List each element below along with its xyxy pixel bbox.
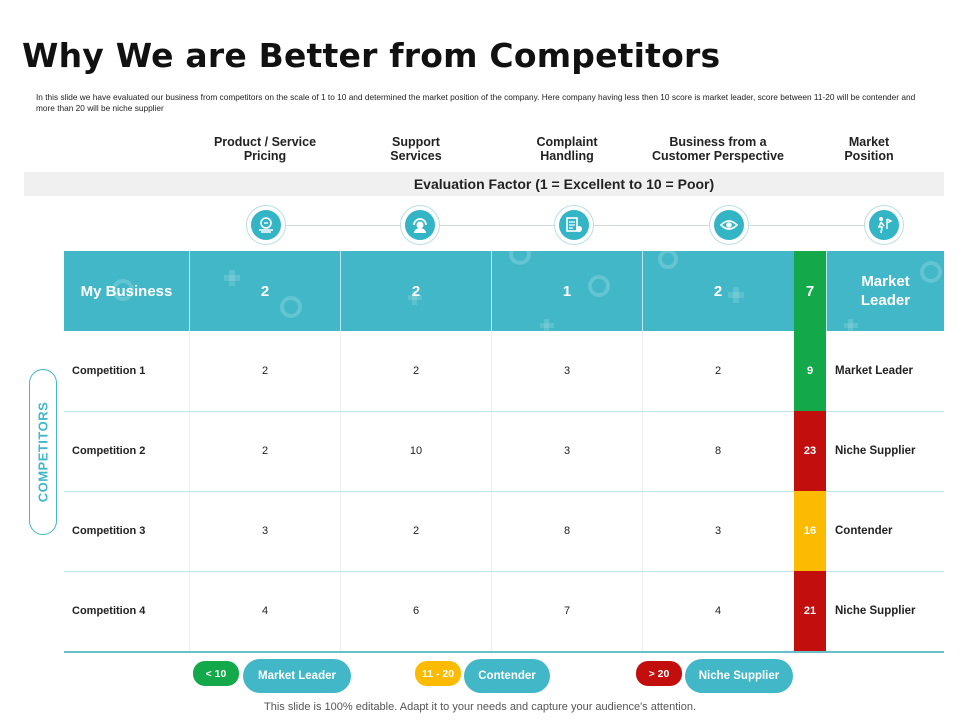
competitors-label-pill: COMPETITORS [29, 369, 57, 535]
row-label: Competition 4 [72, 605, 146, 617]
table-cell: 3 [563, 365, 571, 377]
decorative-plus [412, 291, 417, 305]
legend-range-mid: 11 - 20 [415, 661, 461, 686]
my-business-score: 7 [794, 251, 826, 331]
my-business-label: My Business [80, 282, 173, 300]
column-header-market-position: Market Position [844, 135, 894, 163]
score-badge: 9 [794, 331, 826, 411]
decorative-circle [112, 279, 134, 301]
cell-divider [826, 251, 827, 331]
table-bottom-border [64, 651, 944, 653]
evaluation-factor-bar: Evaluation Factor (1 = Excellent to 10 =… [24, 172, 944, 196]
table-cell: 2 [714, 365, 722, 377]
complaint-icon [554, 205, 594, 245]
row-divider [64, 571, 944, 572]
table-cell: 3 [261, 525, 269, 537]
market-position-text: Niche Supplier [835, 445, 916, 457]
competitors-label: COMPETITORS [35, 401, 51, 503]
pricing-icon [246, 205, 286, 245]
column-header-complaint: Complaint Handling [536, 135, 598, 163]
decorative-circle [920, 261, 942, 283]
table-cell: 2 [412, 365, 420, 377]
column-header-customer: Business from a Customer Perspective [651, 135, 784, 163]
table-cell: 4 [261, 605, 269, 617]
decorative-plus [224, 275, 240, 281]
my-business-row: My Business 2 2 1 2 7 Market Leader [64, 251, 944, 331]
score-badge: 16 [794, 491, 826, 571]
decorative-plus [728, 292, 744, 298]
score-badge: 23 [794, 411, 826, 491]
table-cell: 2 [412, 525, 420, 537]
row-divider [64, 411, 944, 412]
legend-range-high: > 20 [636, 661, 682, 686]
my-business-pricing-value: 2 [260, 282, 270, 300]
legend-label-niche-supplier: Niche Supplier [685, 659, 793, 693]
cell-divider [491, 251, 492, 331]
customer-eye-icon [709, 205, 749, 245]
legend-range-low: < 10 [193, 661, 239, 686]
cell-divider [340, 251, 341, 331]
table-cell: 2 [261, 445, 269, 457]
description-text: In this slide we have evaluated our busi… [36, 92, 916, 113]
decorative-plus [544, 319, 549, 331]
row-label: Competition 2 [72, 445, 146, 457]
legend-label-market-leader: Market Leader [243, 659, 351, 693]
decorative-plus [848, 319, 853, 331]
decorative-plus [733, 287, 739, 303]
market-position-icon [864, 205, 904, 245]
table-cell: 8 [714, 445, 722, 457]
my-business-support-value: 2 [411, 282, 421, 300]
market-position-text: Contender [835, 525, 893, 537]
support-headset-icon [400, 205, 440, 245]
decorative-circle [588, 275, 610, 297]
table-cell: 8 [563, 525, 571, 537]
cell-divider [189, 251, 190, 331]
column-header-support: Support Services [390, 135, 442, 163]
decorative-circle [658, 251, 678, 269]
table-cell: 4 [714, 605, 722, 617]
table-cell: 10 [409, 445, 423, 457]
market-position-text: Niche Supplier [835, 605, 916, 617]
legend-label-contender: Contender [464, 659, 550, 693]
table-cell: 6 [412, 605, 420, 617]
table-cell: 7 [563, 605, 571, 617]
decorative-plus [229, 270, 235, 286]
evaluation-factor-label: Evaluation Factor (1 = Excellent to 10 =… [413, 176, 715, 192]
market-position-text: Market Leader [835, 365, 913, 377]
cell-divider [642, 251, 643, 331]
table-cell: 3 [563, 445, 571, 457]
my-business-complaint-value: 1 [562, 282, 572, 300]
decorative-circle [509, 251, 531, 265]
decorative-plus [540, 323, 554, 328]
decorative-plus [408, 295, 422, 300]
table-cell: 2 [261, 365, 269, 377]
decorative-plus [844, 323, 858, 328]
row-label: Competition 1 [72, 365, 146, 377]
table-cell: 3 [714, 525, 722, 537]
column-header-pricing: Product / Service Pricing [213, 135, 317, 163]
page-title: Why We are Better from Competitors [22, 36, 721, 75]
my-business-customer-value: 2 [713, 282, 723, 300]
decorative-circle [280, 296, 302, 318]
row-label: Competition 3 [72, 525, 146, 537]
footer-note: This slide is 100% editable. Adapt it to… [264, 701, 696, 713]
row-divider [64, 491, 944, 492]
score-badge: 21 [794, 571, 826, 651]
my-business-position: Market Leader [860, 273, 911, 309]
